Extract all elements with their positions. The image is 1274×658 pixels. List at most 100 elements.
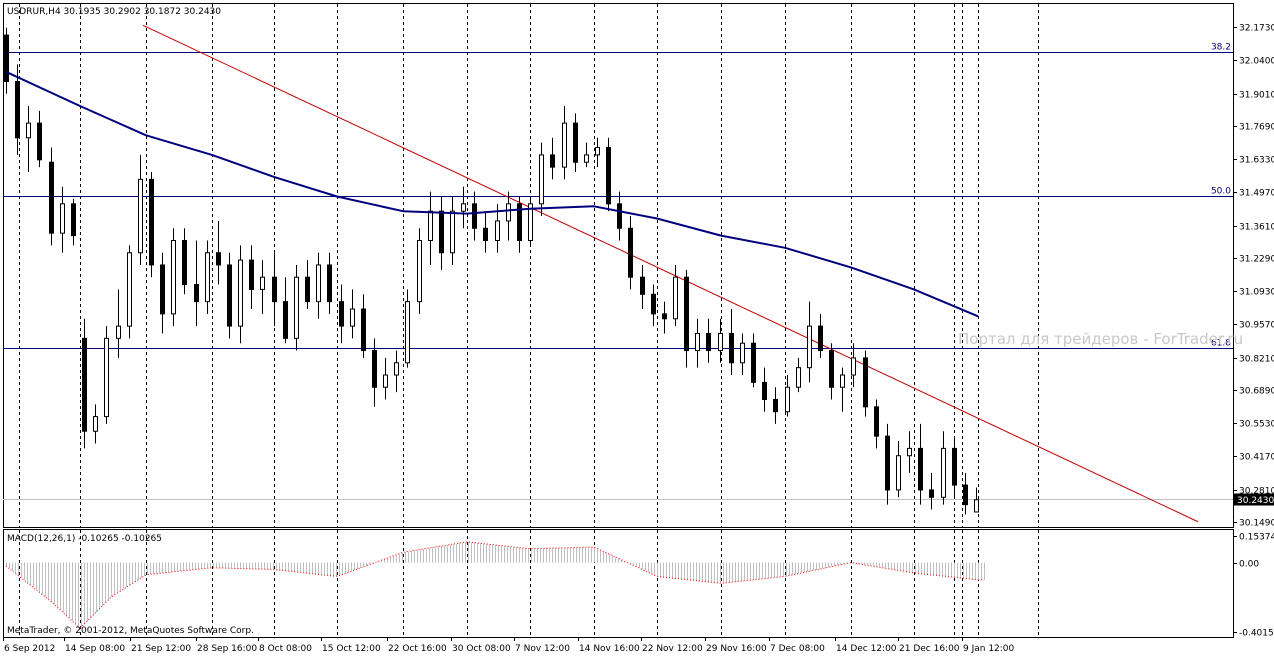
time-tick-label: 29 Nov 16:00 bbox=[706, 644, 767, 654]
candle-body bbox=[138, 178, 143, 254]
period-separators bbox=[19, 4, 1039, 637]
candle-body bbox=[929, 489, 934, 498]
price-tick-label: 30.2810 bbox=[1239, 487, 1274, 497]
price-tick-label: 31.7690 bbox=[1239, 123, 1274, 133]
candle-body bbox=[628, 227, 633, 278]
macd-histogram bbox=[5, 541, 985, 628]
candle-body bbox=[584, 154, 589, 163]
candle-body bbox=[662, 313, 667, 320]
candle-body bbox=[483, 227, 488, 242]
candle-body bbox=[840, 374, 845, 388]
candle-body bbox=[729, 332, 734, 364]
trendline[interactable] bbox=[142, 24, 1199, 523]
candle-body bbox=[37, 122, 42, 161]
candle-body bbox=[194, 284, 199, 303]
candle-body bbox=[171, 240, 176, 315]
candle-body bbox=[773, 398, 778, 413]
candle-body bbox=[450, 210, 455, 254]
candle-body bbox=[216, 252, 221, 266]
time-tick-label: 30 Oct 08:00 bbox=[452, 644, 511, 654]
price-tick-label: 31.3610 bbox=[1239, 223, 1274, 233]
candle-body bbox=[461, 203, 466, 212]
chart-title: USDRUR,H4 30.1935 30.2902 30.1872 30.243… bbox=[7, 7, 221, 17]
candle-body bbox=[316, 264, 321, 303]
candle-body bbox=[71, 203, 76, 237]
candle-body bbox=[617, 203, 622, 229]
fib-level-label: 50.0 bbox=[1211, 187, 1231, 197]
current-price-tag bbox=[1234, 493, 1274, 506]
price-tick-label: 30.5530 bbox=[1239, 420, 1274, 430]
time-tick-label: 7 Nov 12:00 bbox=[515, 644, 570, 654]
fib-level-label: 38.2 bbox=[1211, 43, 1231, 53]
candle-body bbox=[249, 259, 254, 290]
candle-body bbox=[272, 276, 277, 303]
price-tick-label: 31.0930 bbox=[1239, 288, 1274, 298]
macd-label: MACD(12,26,1) -0.10265 -0.10265 bbox=[7, 534, 162, 544]
candle-body bbox=[15, 81, 20, 139]
candle-body bbox=[974, 499, 979, 513]
candle-body bbox=[640, 276, 645, 295]
price-tick-label: 31.9010 bbox=[1239, 91, 1274, 101]
candle-body bbox=[706, 332, 711, 352]
time-tick-label: 22 Oct 16:00 bbox=[388, 644, 447, 654]
candle-body bbox=[595, 147, 600, 156]
candle-body bbox=[405, 301, 410, 364]
price-tick-label: 31.2290 bbox=[1239, 255, 1274, 265]
time-tick-label: 14 Dec 12:00 bbox=[836, 644, 897, 654]
candle-body bbox=[818, 325, 823, 352]
candles bbox=[4, 27, 979, 515]
candle-body bbox=[896, 455, 901, 491]
time-tick-label: 28 Sep 16:00 bbox=[197, 644, 257, 654]
candle-body bbox=[573, 122, 578, 163]
candle-body bbox=[807, 325, 812, 369]
candle-body bbox=[238, 259, 243, 327]
candle-body bbox=[4, 34, 9, 83]
candle-body bbox=[428, 210, 433, 242]
candle-body bbox=[528, 203, 533, 242]
candle-body bbox=[785, 386, 790, 413]
candle-body bbox=[651, 293, 656, 315]
macd-signal-line bbox=[5, 541, 984, 628]
moving-average-line bbox=[5, 70, 979, 318]
candle-body bbox=[116, 325, 121, 339]
candle-body bbox=[361, 308, 366, 352]
candle-body bbox=[751, 342, 756, 383]
candle-body bbox=[695, 332, 700, 352]
candle-body bbox=[963, 484, 968, 506]
fibonacci-levels[interactable]: 38.2 50.0 61.8 bbox=[3, 43, 1233, 349]
candle-body bbox=[127, 252, 132, 327]
candle-body bbox=[495, 220, 500, 242]
candle-body bbox=[539, 154, 544, 205]
candle-body bbox=[673, 276, 678, 320]
macd-tick-label: 0.15374 bbox=[1239, 533, 1274, 543]
candle-body bbox=[718, 332, 723, 352]
time-tick-label: 9 Jan 12:00 bbox=[963, 644, 1015, 654]
candle-body bbox=[439, 210, 444, 254]
time-axis[interactable]: 6 Sep 2012 14 Sep 08:00 21 Sep 12:00 28 Sep… bbox=[3, 637, 1015, 654]
macd-tick-label: -0.40154 bbox=[1239, 629, 1274, 639]
candle-body bbox=[283, 301, 288, 339]
candle-body bbox=[93, 416, 98, 432]
current-price-label: 30.2430 bbox=[1237, 496, 1274, 506]
time-tick-label: 21 Dec 16:00 bbox=[899, 644, 960, 654]
price-tick-label: 30.4170 bbox=[1239, 453, 1274, 463]
candle-body bbox=[260, 276, 265, 290]
candle-body bbox=[82, 337, 87, 432]
candle-body bbox=[874, 406, 879, 437]
candle-body bbox=[104, 337, 109, 418]
macd-axis: 0.15374 0.00 -0.40154 bbox=[1233, 533, 1274, 639]
candle-body bbox=[26, 122, 31, 139]
price-tick-label: 30.8210 bbox=[1239, 355, 1274, 365]
macd-pane-frame bbox=[3, 529, 1234, 638]
candle-body bbox=[205, 252, 210, 303]
candle-body bbox=[796, 367, 801, 388]
candle-body bbox=[182, 240, 187, 286]
price-axis[interactable]: 32.1730 32.0400 31.9010 31.7690 31.6330 31.49… bbox=[1233, 24, 1274, 529]
candle-body bbox=[327, 264, 332, 303]
time-tick-label: 22 Nov 12:00 bbox=[642, 644, 703, 654]
moving-average bbox=[5, 70, 979, 318]
time-tick-label: 8 Oct 08:00 bbox=[259, 644, 312, 654]
candle-body bbox=[294, 276, 299, 339]
